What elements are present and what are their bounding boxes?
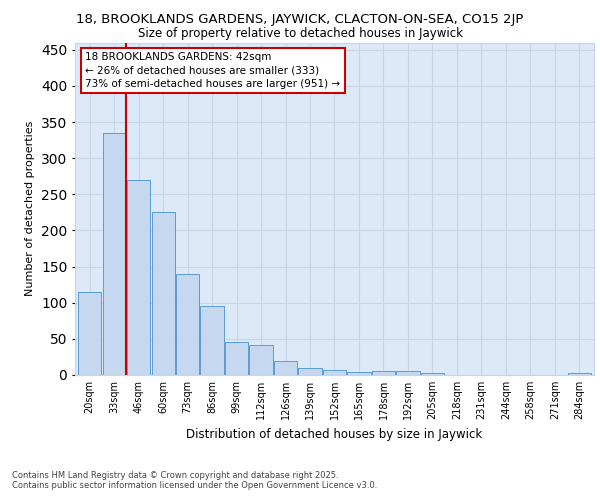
Bar	[127, 180, 150, 375]
Text: Contains HM Land Registry data © Crown copyright and database right 2025.
Contai: Contains HM Land Registry data © Crown c…	[12, 470, 377, 490]
Bar	[78, 292, 101, 375]
Bar	[274, 360, 297, 375]
Bar	[347, 372, 371, 375]
Bar	[103, 133, 126, 375]
Bar	[298, 368, 322, 375]
Y-axis label: Number of detached properties: Number of detached properties	[25, 121, 35, 296]
Text: Size of property relative to detached houses in Jaywick: Size of property relative to detached ho…	[137, 28, 463, 40]
Bar	[200, 306, 224, 375]
Bar	[323, 370, 346, 375]
Bar	[225, 342, 248, 375]
Bar	[152, 212, 175, 375]
Bar	[372, 370, 395, 375]
X-axis label: Distribution of detached houses by size in Jaywick: Distribution of detached houses by size …	[187, 428, 482, 440]
Text: 18 BROOKLANDS GARDENS: 42sqm
← 26% of detached houses are smaller (333)
73% of s: 18 BROOKLANDS GARDENS: 42sqm ← 26% of de…	[85, 52, 341, 89]
Bar	[250, 344, 272, 375]
Bar	[421, 373, 444, 375]
Bar	[176, 274, 199, 375]
Text: 18, BROOKLANDS GARDENS, JAYWICK, CLACTON-ON-SEA, CO15 2JP: 18, BROOKLANDS GARDENS, JAYWICK, CLACTON…	[76, 12, 524, 26]
Bar	[568, 373, 591, 375]
Bar	[397, 370, 419, 375]
